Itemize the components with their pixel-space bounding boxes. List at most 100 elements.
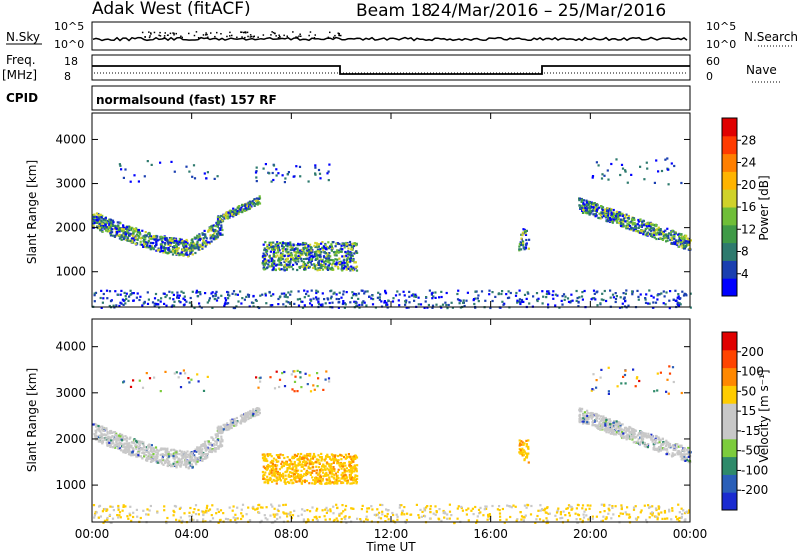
power-cell: [267, 263, 270, 266]
velocity-cell: [195, 457, 198, 460]
power-cell: [293, 249, 296, 252]
velocity-cell: [657, 437, 660, 440]
power-cell: [304, 252, 307, 255]
velocity-cell: [300, 476, 304, 479]
power-cell: [362, 300, 365, 303]
power-cell: [330, 245, 333, 248]
velocity-cell: [307, 465, 310, 468]
power-cell: [338, 257, 341, 260]
velocity-cell: [282, 477, 285, 480]
power-cell: [240, 208, 243, 211]
velocity-cell: [105, 441, 108, 444]
power-cell: [114, 224, 117, 227]
velocity-cell: [578, 421, 581, 424]
power-cell: [146, 302, 150, 305]
power-cell: [628, 228, 631, 231]
power-cell: [383, 301, 386, 304]
velocity-cell: [596, 424, 600, 427]
power-cell: [122, 303, 125, 306]
power-cell: [170, 160, 173, 163]
velocity-cell: [167, 459, 170, 462]
power-cell: [588, 205, 591, 208]
power-cell: [671, 229, 674, 232]
power-cell: [440, 295, 443, 299]
velocity-cell: [669, 445, 672, 448]
power-cell: [476, 297, 479, 300]
velocity-cell: [188, 459, 191, 462]
velocity-cell: [215, 436, 218, 439]
nave-tick-high: 60: [706, 55, 720, 68]
velocity-cell: [209, 447, 212, 450]
power-cell: [281, 253, 284, 256]
power-cell: [208, 226, 211, 229]
power-cell: [581, 199, 584, 202]
velocity-cell: [262, 454, 265, 457]
power-cell: [272, 267, 275, 270]
power-cell: [206, 301, 209, 304]
power-cell: [689, 292, 692, 295]
power-cell: [119, 164, 122, 167]
velocity-cell: [599, 419, 602, 422]
velocity-cell: [197, 456, 200, 459]
power-cell: [646, 302, 650, 305]
velocity-cell: [350, 471, 353, 474]
power-cell: [285, 268, 288, 271]
power-cell: [440, 290, 443, 293]
power-cell: [303, 264, 306, 267]
power-cell: [122, 232, 125, 235]
power-cell: [330, 258, 333, 262]
power-cell: [219, 228, 222, 232]
power-cell: [489, 306, 492, 310]
velocity-cell: [150, 446, 153, 450]
power-cell: [298, 266, 301, 270]
velocity-cell: [306, 472, 309, 475]
power-cell: [182, 241, 185, 244]
power-cell: [216, 233, 219, 236]
velocity-cell: [278, 468, 281, 471]
power-cell: [585, 207, 588, 210]
power-cell: [147, 233, 150, 236]
power-cell: [285, 242, 288, 245]
power-cell: [331, 268, 334, 271]
power-cell: [619, 218, 622, 221]
power-cell: [310, 304, 313, 307]
velocity-cell: [274, 463, 277, 467]
velocity-cell: [305, 460, 308, 463]
velocity-cell: [234, 420, 237, 423]
velocity-cell: [288, 465, 291, 468]
power-cell: [232, 207, 235, 210]
power-cell: [353, 242, 356, 245]
power-cell: [343, 264, 346, 267]
velocity-cell: [128, 442, 131, 445]
power-cell: [313, 253, 317, 256]
power-cell: [271, 245, 274, 249]
velocity-cell: [322, 471, 325, 474]
power-cell: [639, 165, 642, 168]
velocity-cell: [651, 440, 654, 443]
velocity-cell: [282, 472, 285, 475]
velocity-cell: [337, 459, 340, 462]
power-cell: [169, 243, 172, 246]
power-cell: [241, 211, 244, 214]
power-cell: [112, 221, 115, 224]
power-cell: [324, 267, 327, 270]
velocity-cell: [201, 448, 204, 451]
velocity-cell: [204, 444, 207, 447]
velocity-cell: [325, 478, 328, 481]
velocity-cell: [656, 447, 659, 450]
velocity-cell: [232, 418, 235, 422]
power-cell: [95, 212, 99, 215]
velocity-cell: [216, 438, 219, 442]
power-cell: [398, 293, 401, 296]
power-cell: [655, 225, 658, 228]
velocity-cell: [167, 453, 170, 456]
velocity-cell: [349, 477, 352, 480]
power-cell: [332, 241, 335, 244]
power-cell: [387, 299, 390, 302]
power-cell: [309, 261, 312, 264]
velocity-cell: [680, 444, 683, 447]
power-cell: [665, 235, 668, 238]
power-cell: [302, 263, 305, 266]
power-cell: [168, 290, 171, 293]
velocity-cell: [155, 454, 158, 457]
